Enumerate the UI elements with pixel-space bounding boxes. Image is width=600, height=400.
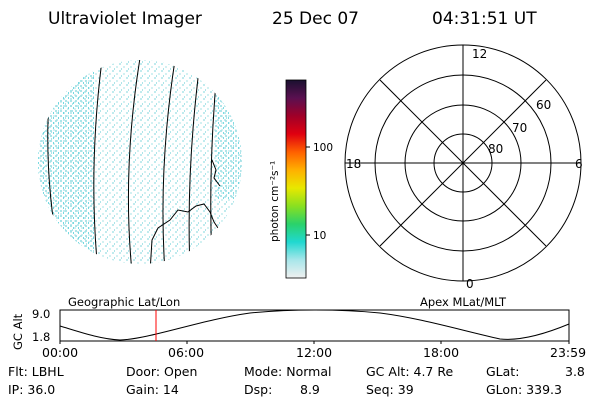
orbit-ylabel: GC Alt: [11, 313, 25, 350]
mlt-label-6: 6: [575, 157, 583, 171]
meridian-line: [188, 61, 201, 264]
mlt-label-12: 12: [472, 47, 487, 61]
instrument-title: Ultraviolet Imager: [48, 9, 202, 29]
glon-readout: GLon: 339.3: [486, 382, 562, 397]
orbit-xtick-label: 18:00: [423, 345, 459, 360]
time-label: 04:31:51 UT: [432, 9, 537, 29]
uv-emission-limb-left: [38, 60, 95, 264]
meridian-line: [162, 60, 176, 264]
glat-label: GLat:: [486, 364, 519, 379]
meridian-line: [93, 60, 103, 264]
orbit-title-right: Apex MLat/MLT: [420, 295, 507, 309]
filter-readout: Flt: LBHL: [8, 364, 64, 379]
earth-image: [38, 60, 242, 264]
polar-plot: [344, 44, 582, 282]
mlt-label-18: 18: [346, 157, 361, 171]
latitude-line: [38, 60, 73, 65]
mlat-label-60: 60: [536, 98, 551, 112]
orbit-title-left: Geographic Lat/Lon: [68, 295, 180, 309]
orbit-xtick-label: 23:59: [550, 345, 586, 360]
door-readout: Door: Open: [126, 364, 197, 379]
orbit-altitude-curve: [59, 309, 570, 341]
dsp-value: 8.9: [300, 382, 320, 397]
orbit-xticks: [59, 341, 570, 344]
colorbar: 100 10 photon cm⁻²s⁻¹: [269, 79, 333, 279]
orbit-xtick-label: 00:00: [42, 345, 78, 360]
orbit-xtick-label: 06:00: [168, 345, 204, 360]
orbit-ytick-top: 9.0: [32, 307, 50, 321]
mode-readout: Mode: Normal: [244, 364, 331, 379]
mlt-label-0: 0: [466, 277, 474, 291]
orbit-plot: Geographic Lat/Lon Apex MLat/MLT GC Alt …: [11, 295, 586, 360]
polar-diagonal: [379, 79, 547, 247]
colorbar-bar: [285, 79, 307, 279]
orbit-plot-frame: [59, 309, 570, 342]
orbit-ytick-bottom: 1.8: [32, 330, 50, 344]
colorbar-tick-label: 100: [313, 142, 333, 154]
colorbar-tick-label: 10: [313, 230, 326, 242]
coastline: [59, 60, 77, 71]
gcalt-readout: GC Alt: 4.7 Re: [366, 364, 453, 379]
status-panel: Flt: LBHL IP: 36.0 Door: Open Gain: 14 M…: [8, 364, 585, 397]
colorbar-unit-label: photon cm⁻²s⁻¹: [269, 161, 281, 242]
date-label: 25 Dec 07: [272, 9, 359, 29]
uv-emission-limb-right: [215, 90, 242, 200]
gain-readout: Gain: 14: [126, 382, 179, 397]
coastline: [211, 159, 221, 187]
glat-value: 3.8: [565, 364, 585, 379]
mlat-label-70: 70: [512, 121, 527, 135]
dsp-label: Dsp:: [244, 382, 272, 397]
orbit-xtick-label: 12:00: [296, 345, 332, 360]
ip-readout: IP: 36.0: [8, 382, 55, 397]
meridian-line: [127, 60, 141, 264]
seq-readout: Seq: 39: [366, 382, 414, 397]
mlat-label-80: 80: [488, 142, 503, 156]
